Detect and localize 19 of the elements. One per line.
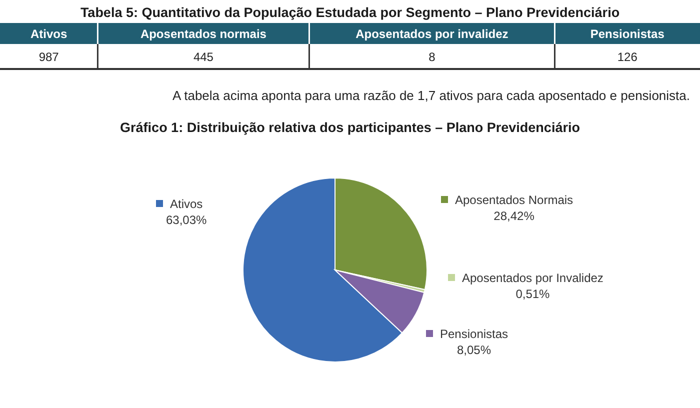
data-label: 28,42% xyxy=(494,209,535,223)
text: A tabela acima aponta para uma razão de 1,7 ativos para cada aposentado e pensionista. xyxy=(172,88,690,103)
data-label: 987 xyxy=(38,50,60,64)
legend-label: Aposentados por Invalidez xyxy=(462,271,604,285)
category-label: Aposentados normais xyxy=(140,27,267,41)
data-label: 445 xyxy=(193,50,214,64)
category-label: Pensionistas xyxy=(590,27,665,41)
text: Tabela 5: Quantitativo da População Estudada por Segmento – Plano Previdenciário xyxy=(80,5,620,20)
legend-label: Pensionistas xyxy=(440,327,508,341)
legend-label: Aposentados Normais xyxy=(455,193,574,207)
data-label: 8 xyxy=(428,50,436,64)
data-label: 126 xyxy=(617,50,638,64)
category-label: Aposentados por invalidez xyxy=(356,27,508,41)
data-label: 8,05% xyxy=(457,343,492,357)
data-label: 0,51% xyxy=(516,287,550,301)
category-label: Ativos xyxy=(30,27,68,41)
data-label: 63,03% xyxy=(166,213,208,227)
chart-title: Gráfico 1: Distribuição relativa dos participantes – Plano Previdenciário xyxy=(120,120,580,135)
legend-label: Ativos xyxy=(170,197,203,211)
